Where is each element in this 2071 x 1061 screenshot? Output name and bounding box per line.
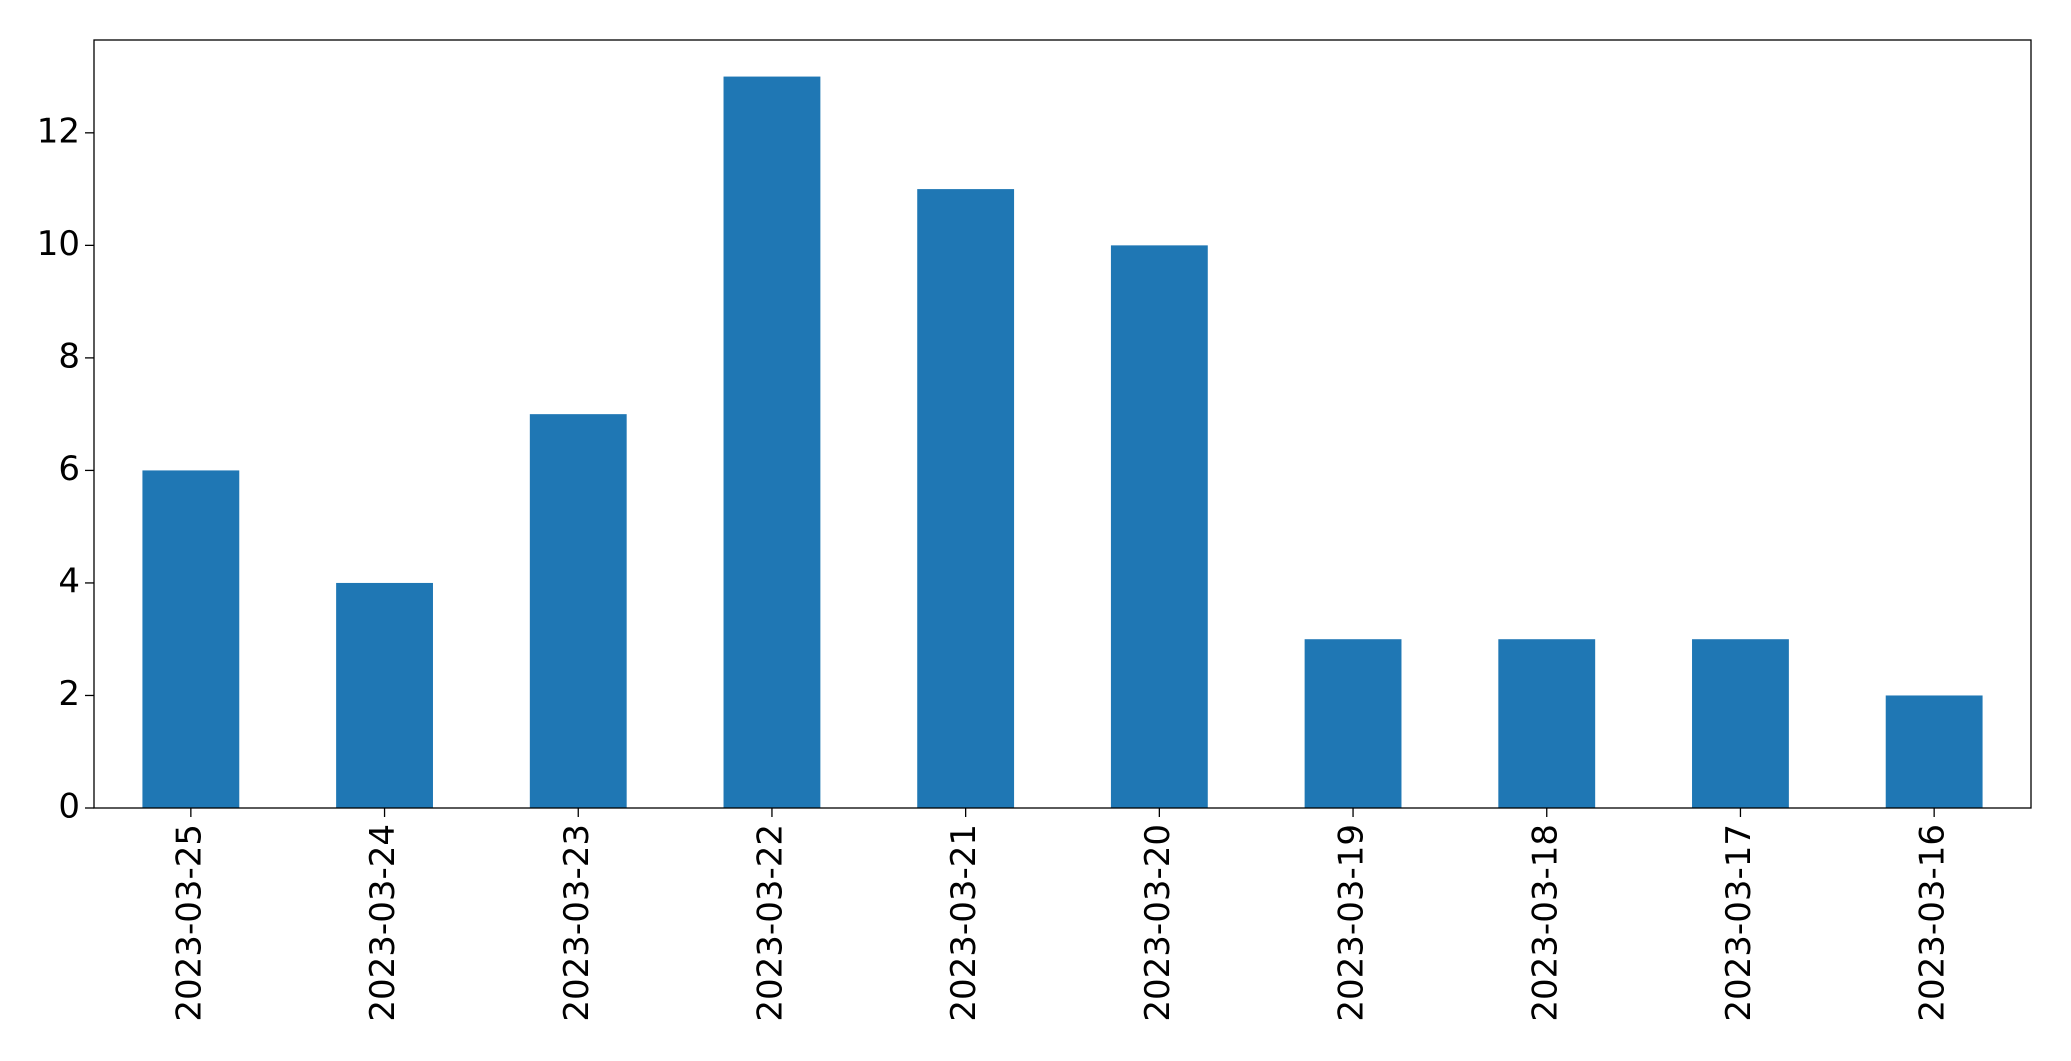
bar [1885,695,1983,808]
y-tick-label: 6 [58,449,80,489]
y-tick-label: 12 [37,111,80,151]
bar [336,582,433,808]
bar [529,414,627,808]
x-tick-label: 2023-03-22 [750,824,790,1022]
x-tick-label: 2023-03-24 [363,824,403,1022]
x-tick-label: 2023-03-18 [1525,824,1565,1022]
x-tick-label: 2023-03-21 [944,824,984,1022]
bar [1110,245,1208,808]
bar [1304,639,1402,808]
y-tick-label: 4 [58,561,80,601]
y-tick-label: 10 [37,224,80,264]
bar [917,189,1015,809]
plot-frame [93,39,2032,809]
y-tick-label: 8 [58,336,80,376]
bar [1498,639,1596,808]
x-tick-label: 2023-03-17 [1719,824,1759,1022]
bar [1692,639,1789,808]
x-tick-label: 2023-03-20 [1138,824,1178,1022]
y-tick-label: 2 [58,674,80,714]
bar [142,470,240,808]
x-tick-label: 2023-03-25 [169,824,209,1022]
x-tick-label: 2023-03-16 [1913,824,1953,1022]
x-tick-label: 2023-03-23 [557,824,597,1022]
x-tick-label: 2023-03-19 [1332,824,1372,1022]
y-tick-label: 0 [58,787,80,827]
bar [723,76,821,809]
